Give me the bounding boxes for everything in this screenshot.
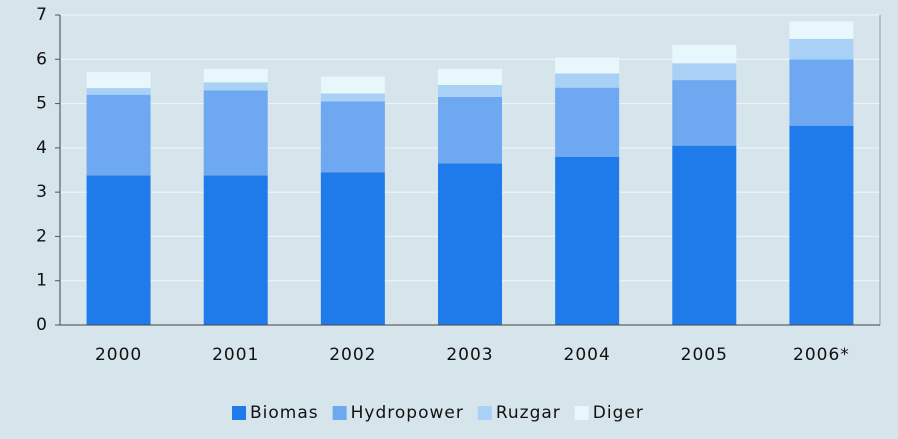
- bar-segment: [789, 125, 854, 325]
- legend-label: Hydropower: [351, 403, 464, 423]
- bar-segment: [203, 69, 268, 83]
- y-tick-label: 0: [36, 315, 48, 335]
- bar-segment: [320, 101, 385, 173]
- bar-segment: [438, 69, 502, 85]
- bar-segment: [438, 96, 502, 164]
- bar-segment: [789, 38, 854, 60]
- legend-label: Diger: [593, 403, 644, 423]
- bar-segment: [320, 93, 385, 102]
- bar-segment: [672, 63, 737, 81]
- x-tick-label: 2001: [212, 345, 259, 365]
- legend-label: Ruzgar: [496, 403, 561, 423]
- y-tick-label: 3: [36, 182, 48, 202]
- bar-segment: [672, 145, 737, 325]
- y-tick-label: 5: [36, 94, 48, 114]
- y-tick-label: 6: [36, 49, 48, 69]
- legend-swatch: [477, 406, 492, 420]
- bar-segment: [555, 57, 620, 74]
- x-tick-label: 2005: [681, 345, 728, 365]
- bar-segment: [320, 172, 385, 325]
- bar-segment: [203, 82, 268, 91]
- bar-segment: [555, 156, 620, 325]
- legend-swatch: [232, 406, 246, 420]
- bar-segment: [438, 163, 502, 325]
- x-tick-label: 2000: [95, 345, 142, 365]
- bar-segment: [86, 88, 151, 95]
- bar-segment: [438, 84, 502, 97]
- y-tick-label: 1: [36, 271, 48, 291]
- bar-segment: [320, 76, 385, 94]
- bar-segment: [672, 80, 737, 146]
- bar-segment: [203, 175, 268, 325]
- bar-segment: [789, 59, 854, 126]
- bar-segment: [86, 94, 151, 176]
- legend-label: Biomas: [250, 403, 319, 423]
- x-tick-label: 2003: [446, 345, 493, 365]
- x-tick-label: 2006*: [793, 345, 850, 365]
- bar-segment: [86, 72, 151, 89]
- legend-swatch: [574, 406, 589, 420]
- bar-segment: [555, 73, 620, 88]
- bar-segment: [203, 90, 268, 176]
- bar-segment: [672, 45, 737, 64]
- y-tick-label: 2: [36, 226, 48, 246]
- bar-segment: [555, 87, 620, 157]
- bar-segment: [789, 21, 854, 39]
- legend-swatch: [332, 406, 347, 420]
- bar-segment: [86, 175, 151, 325]
- x-tick-label: 2002: [329, 345, 376, 365]
- y-tick-label: 4: [36, 138, 48, 158]
- y-tick-label: 7: [36, 5, 48, 25]
- x-tick-label: 2004: [564, 345, 611, 365]
